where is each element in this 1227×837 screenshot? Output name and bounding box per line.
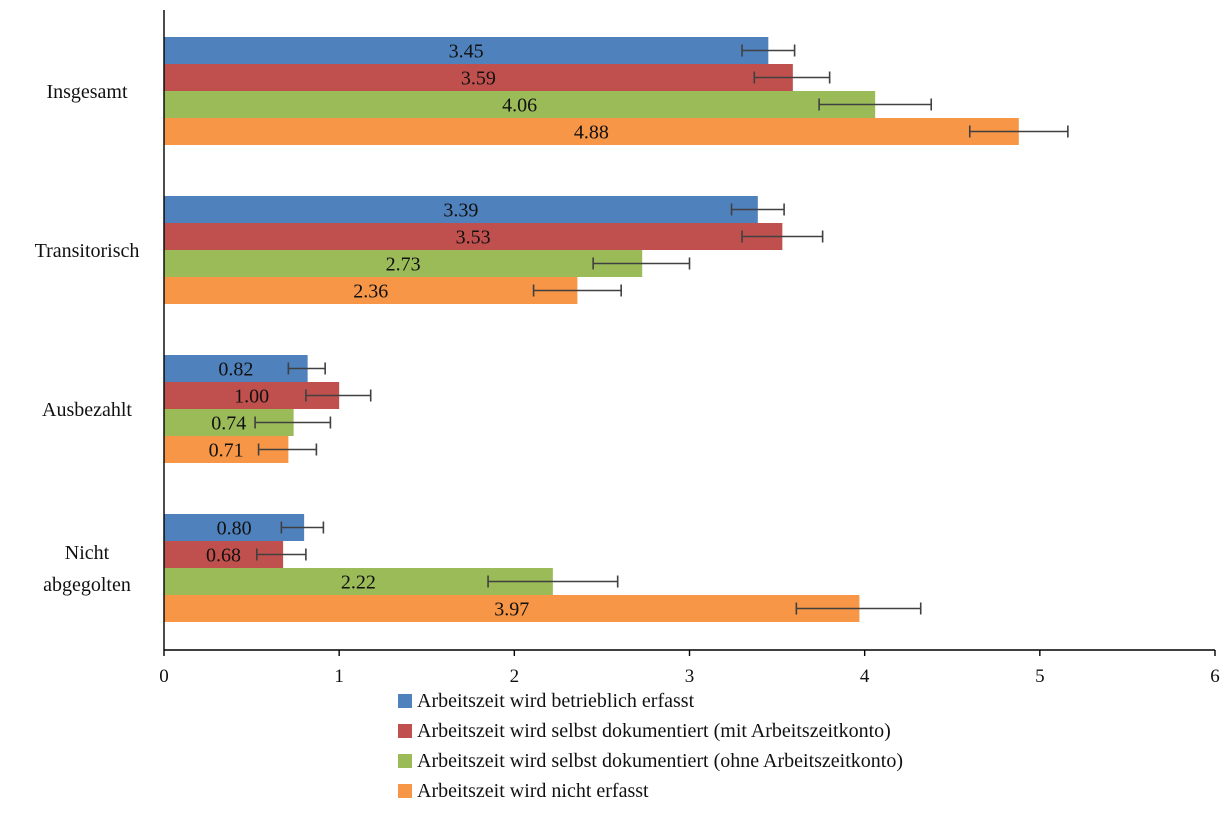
error-bar — [741, 230, 824, 243]
bar — [164, 118, 1019, 145]
x-tick-label: 3 — [685, 666, 695, 687]
data-label: 3.59 — [461, 68, 496, 90]
legend-swatch — [398, 754, 412, 768]
error-bar — [280, 521, 325, 534]
bar — [164, 64, 793, 91]
error-bar — [741, 44, 796, 57]
legend-item: Arbeitszeit wird selbst dokumentiert (oh… — [398, 746, 903, 776]
error-bar — [287, 362, 326, 375]
error-bar — [795, 602, 922, 615]
bar — [164, 223, 783, 250]
legend-label: Arbeitszeit wird nicht erfasst — [417, 779, 649, 802]
x-tick-label: 6 — [1210, 666, 1220, 687]
data-label: 3.45 — [449, 41, 484, 63]
data-labels-layer: 3.45 3.59 4.06 4.88 3.39 3.53 2.73 2.36 0.82 1.00… — [206, 41, 609, 621]
legend-item: Arbeitszeit wird selbst dokumentiert (mi… — [398, 716, 903, 746]
bar — [164, 595, 860, 622]
bars-layer — [164, 37, 1019, 622]
bar — [164, 277, 578, 304]
legend-item: Arbeitszeit wird nicht erfasst — [398, 776, 903, 806]
legend-label: Arbeitszeit wird betrieblich erfasst — [417, 689, 695, 712]
error-bar — [753, 71, 831, 84]
x-tick-label: 2 — [510, 666, 520, 687]
data-label: 0.68 — [206, 545, 241, 567]
legend-label: Arbeitszeit wird selbst dokumentiert (mi… — [417, 719, 891, 742]
data-label: 0.80 — [217, 518, 252, 540]
data-label: 0.71 — [209, 440, 244, 462]
data-label: 3.39 — [443, 200, 478, 222]
data-label: 3.97 — [494, 599, 529, 621]
error-bar — [968, 125, 1069, 138]
legend-swatch — [398, 784, 412, 798]
data-label: 2.36 — [353, 281, 388, 303]
category-label: Nicht — [65, 542, 110, 564]
bar — [164, 355, 308, 382]
data-label: 3.53 — [456, 227, 491, 249]
category-label: Transitorisch — [35, 240, 140, 262]
error-bar — [256, 548, 307, 561]
data-label: 2.22 — [341, 572, 376, 594]
data-label: 1.00 — [234, 386, 269, 408]
x-tick-label: 0 — [159, 666, 169, 687]
bar — [164, 250, 643, 277]
x-tick-label: 4 — [860, 666, 870, 687]
category-label: abgegolten — [43, 574, 131, 596]
data-label: 2.73 — [386, 254, 421, 276]
bar — [164, 37, 769, 64]
error-bars-layer — [254, 44, 1069, 615]
data-label: 4.06 — [502, 95, 537, 117]
data-label: 0.82 — [218, 359, 253, 381]
data-label: 0.74 — [211, 413, 246, 435]
error-bar — [305, 389, 372, 402]
legend-label: Arbeitszeit wird selbst dokumentiert (oh… — [417, 749, 903, 772]
bar — [164, 91, 876, 118]
axes: Insgesamt Transitorisch Ausbezahlt Nicht abg… — [35, 10, 1220, 687]
bar — [164, 196, 758, 223]
error-bar — [257, 443, 318, 456]
legend-swatch — [398, 694, 412, 708]
error-bar — [730, 203, 785, 216]
error-bar — [254, 416, 332, 429]
x-tick-label: 5 — [1035, 666, 1045, 687]
legend-swatch — [398, 724, 412, 738]
data-label: 4.88 — [574, 122, 609, 144]
category-label: Ausbezahlt — [42, 399, 132, 421]
error-bar — [818, 98, 933, 111]
error-bar — [487, 575, 619, 588]
legend-item: Arbeitszeit wird betrieblich erfasst — [398, 686, 903, 716]
error-bar — [592, 257, 691, 270]
legend: Arbeitszeit wird betrieblich erfasst Arbe… — [398, 686, 903, 806]
error-bar — [532, 284, 622, 297]
category-label: Insgesamt — [46, 81, 128, 103]
x-tick-label: 1 — [334, 666, 344, 687]
